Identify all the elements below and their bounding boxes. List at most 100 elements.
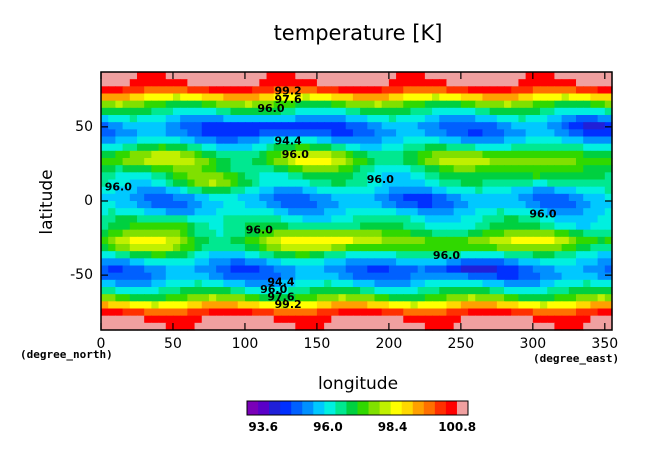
heatmap-cell bbox=[144, 272, 152, 281]
heatmap-cell bbox=[288, 265, 296, 274]
heatmap-cell bbox=[302, 100, 311, 109]
heatmap-cell bbox=[129, 193, 138, 202]
heatmap-cell bbox=[266, 165, 275, 173]
heatmap-cell bbox=[158, 315, 167, 324]
heatmap-cell bbox=[208, 287, 217, 295]
heatmap-cell bbox=[460, 143, 469, 152]
heatmap-cell bbox=[187, 294, 196, 302]
heatmap-cell bbox=[511, 244, 520, 252]
heatmap-cell bbox=[388, 279, 397, 288]
heatmap-cell bbox=[504, 251, 512, 259]
heatmap-cell bbox=[266, 287, 275, 295]
heatmap-cell bbox=[338, 279, 347, 288]
heatmap-cell bbox=[424, 201, 433, 209]
heatmap-cell bbox=[309, 301, 318, 310]
heatmap-cell bbox=[525, 301, 534, 310]
heatmap-cell bbox=[432, 265, 440, 274]
colorbar-swatch bbox=[379, 401, 392, 415]
heatmap-cell bbox=[230, 158, 239, 166]
heatmap-cell bbox=[324, 301, 332, 310]
heatmap-cell bbox=[604, 301, 613, 310]
heatmap-cell bbox=[518, 122, 527, 130]
heatmap-cell bbox=[511, 158, 520, 166]
heatmap-cell bbox=[446, 193, 455, 202]
heatmap-cell bbox=[309, 244, 318, 252]
heatmap-cell bbox=[460, 79, 469, 87]
heatmap-cell bbox=[496, 158, 505, 166]
heatmap-cell bbox=[295, 93, 304, 102]
heatmap-cell bbox=[511, 322, 520, 331]
heatmap-cell bbox=[122, 294, 131, 302]
heatmap-cell bbox=[468, 193, 476, 202]
heatmap-cell bbox=[208, 279, 217, 288]
heatmap-cell bbox=[475, 279, 484, 288]
heatmap-cell bbox=[439, 186, 448, 195]
heatmap-cell bbox=[280, 72, 289, 80]
heatmap-cell bbox=[352, 215, 361, 224]
heatmap-cell bbox=[475, 287, 484, 295]
heatmap-cell bbox=[288, 244, 296, 252]
heatmap-cell bbox=[259, 208, 268, 216]
heatmap-cell bbox=[345, 272, 354, 281]
heatmap-cell bbox=[439, 236, 448, 245]
heatmap-cell bbox=[280, 107, 289, 116]
heatmap-cell bbox=[367, 244, 376, 252]
heatmap-cell bbox=[518, 229, 527, 238]
heatmap-cell bbox=[496, 122, 505, 130]
heatmap-cell bbox=[237, 322, 246, 331]
heatmap-cell bbox=[424, 279, 433, 288]
heatmap-cell bbox=[547, 143, 556, 152]
heatmap-cell bbox=[583, 72, 592, 80]
heatmap-cell bbox=[396, 86, 404, 95]
heatmap-cell bbox=[604, 279, 613, 288]
heatmap-cell bbox=[374, 222, 383, 231]
heatmap-cell bbox=[266, 179, 275, 188]
heatmap-cell bbox=[266, 322, 275, 331]
heatmap-cell bbox=[309, 100, 318, 109]
heatmap-cell bbox=[302, 115, 311, 123]
heatmap-cell bbox=[180, 150, 188, 159]
heatmap-cell bbox=[460, 86, 469, 95]
heatmap-cell bbox=[381, 143, 390, 152]
heatmap-cell bbox=[604, 143, 613, 152]
heatmap-cell bbox=[288, 236, 296, 245]
heatmap-cell bbox=[288, 107, 296, 116]
heatmap-cell bbox=[597, 215, 606, 224]
heatmap-cell bbox=[561, 93, 570, 102]
heatmap-cell bbox=[540, 279, 548, 288]
heatmap-cell bbox=[230, 136, 239, 145]
heatmap-cell bbox=[453, 158, 462, 166]
heatmap-cell bbox=[180, 201, 188, 209]
heatmap-cell bbox=[475, 72, 484, 80]
heatmap-cell bbox=[489, 208, 498, 216]
heatmap-cell bbox=[338, 150, 347, 159]
heatmap-cell bbox=[417, 115, 426, 123]
heatmap-cell bbox=[576, 215, 584, 224]
heatmap-cell bbox=[381, 201, 390, 209]
heatmap-cell bbox=[158, 72, 167, 80]
heatmap-cell bbox=[237, 107, 246, 116]
heatmap-cell bbox=[496, 244, 505, 252]
heatmap-cell bbox=[540, 244, 548, 252]
x-tick-label: 50 bbox=[164, 336, 182, 352]
heatmap-cell bbox=[453, 186, 462, 195]
heatmap-cell bbox=[237, 72, 246, 80]
heatmap-cell bbox=[309, 251, 318, 259]
heatmap-cell bbox=[561, 72, 570, 80]
heatmap-cell bbox=[316, 150, 325, 159]
heatmap-cell bbox=[273, 193, 282, 202]
heatmap-cell bbox=[165, 122, 174, 130]
heatmap-cell bbox=[216, 143, 224, 152]
heatmap-cell bbox=[518, 158, 527, 166]
heatmap-cell bbox=[561, 215, 570, 224]
heatmap-cell bbox=[590, 322, 599, 331]
heatmap-cell bbox=[604, 208, 613, 216]
heatmap-cell bbox=[417, 244, 426, 252]
heatmap-cell bbox=[180, 308, 188, 317]
heatmap-cell bbox=[403, 193, 412, 202]
heatmap-cell bbox=[482, 208, 491, 216]
heatmap-cell bbox=[590, 186, 599, 195]
heatmap-cell bbox=[223, 158, 232, 166]
heatmap-cell bbox=[151, 229, 160, 238]
heatmap-cell bbox=[194, 150, 203, 159]
